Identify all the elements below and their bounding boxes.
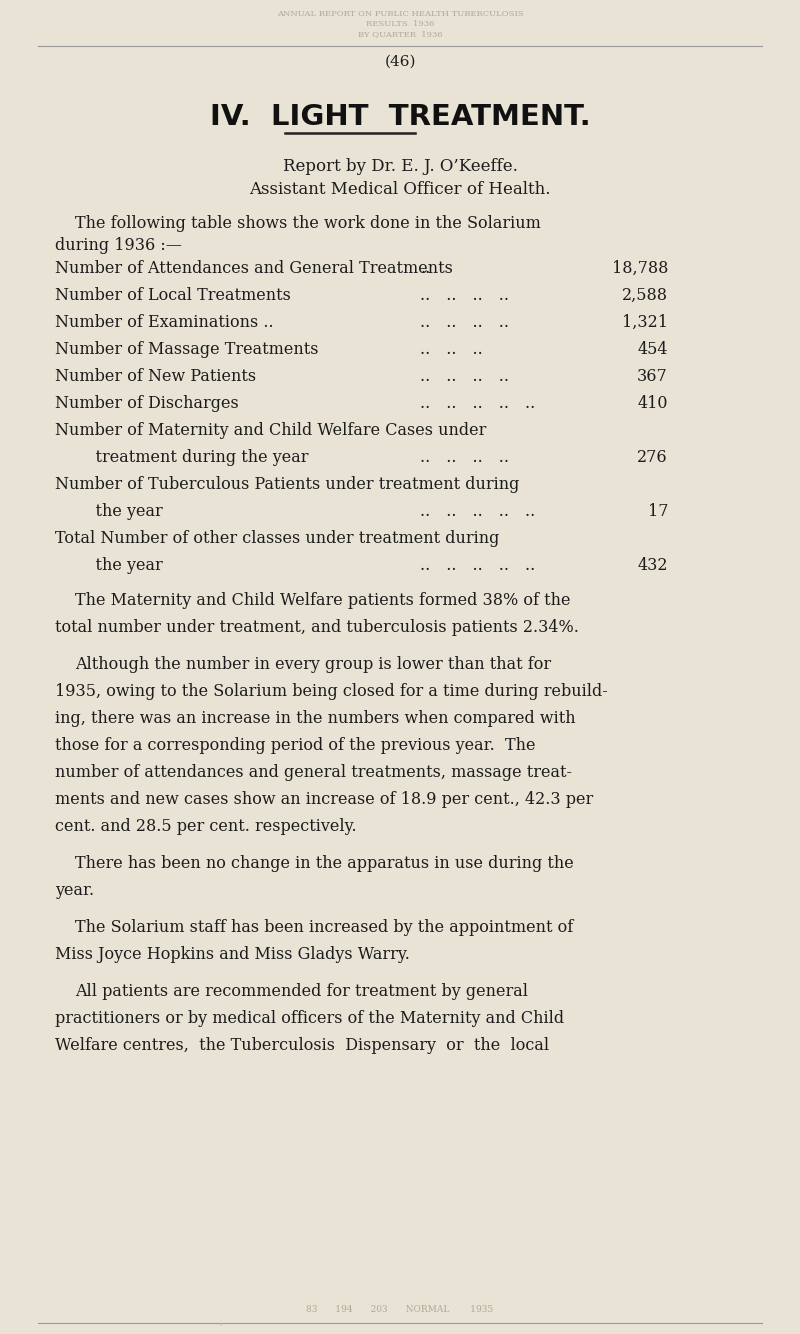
Text: ments and new cases show an increase of 18.9 per cent., 42.3 per: ments and new cases show an increase of … bbox=[55, 791, 594, 808]
Text: There has been no change in the apparatus in use during the: There has been no change in the apparatu… bbox=[75, 855, 574, 872]
Text: The Maternity and Child Welfare patients formed 38% of the: The Maternity and Child Welfare patients… bbox=[75, 592, 570, 610]
Text: 83  194  203  NORMAL   1935: 83 194 203 NORMAL 1935 bbox=[306, 1305, 494, 1314]
Text: total number under treatment, and tuberculosis patients 2.34%.: total number under treatment, and tuberc… bbox=[55, 619, 579, 636]
Text: ing, there was an increase in the numbers when compared with: ing, there was an increase in the number… bbox=[55, 710, 576, 727]
Text: ANNUAL REPORT ON PUBLIC HEALTH TUBERCULOSIS: ANNUAL REPORT ON PUBLIC HEALTH TUBERCULO… bbox=[277, 9, 523, 17]
Text: .. .. ..: .. .. .. bbox=[420, 342, 482, 358]
Text: Number of Maternity and Child Welfare Cases under: Number of Maternity and Child Welfare Ca… bbox=[55, 422, 486, 439]
Text: 367: 367 bbox=[638, 368, 668, 386]
Text: 454: 454 bbox=[638, 342, 668, 358]
Text: Number of Tuberculous Patients under treatment during: Number of Tuberculous Patients under tre… bbox=[55, 476, 519, 494]
Text: cent. and 28.5 per cent. respectively.: cent. and 28.5 per cent. respectively. bbox=[55, 818, 357, 835]
Text: 18,788: 18,788 bbox=[612, 260, 668, 277]
Text: Number of Local Treatments: Number of Local Treatments bbox=[55, 287, 291, 304]
Text: .. .. .. .. ..: .. .. .. .. .. bbox=[420, 558, 535, 574]
Text: 1935, owing to the Solarium being closed for a time during rebuild-: 1935, owing to the Solarium being closed… bbox=[55, 683, 608, 700]
Text: .. .. .. ..: .. .. .. .. bbox=[420, 287, 509, 304]
Text: RESULTS  1936: RESULTS 1936 bbox=[366, 20, 434, 28]
Text: Number of Attendances and General Treatments: Number of Attendances and General Treatm… bbox=[55, 260, 453, 277]
Text: .. .. .. ..: .. .. .. .. bbox=[420, 313, 509, 331]
Text: Welfare centres,  the Tuberculosis  Dispensary  or  the  local: Welfare centres, the Tuberculosis Dispen… bbox=[55, 1037, 549, 1054]
Text: The Solarium staff has been increased by the appointment of: The Solarium staff has been increased by… bbox=[75, 919, 574, 936]
Text: Number of Massage Treatments: Number of Massage Treatments bbox=[55, 342, 318, 358]
Text: Report by Dr. E. J. O’Keeffe.: Report by Dr. E. J. O’Keeffe. bbox=[282, 157, 518, 175]
Text: Although the number in every group is lower than that for: Although the number in every group is lo… bbox=[75, 656, 551, 672]
Text: Number of Examinations ..: Number of Examinations .. bbox=[55, 313, 274, 331]
Text: ,: , bbox=[220, 1315, 223, 1325]
Text: 432: 432 bbox=[638, 558, 668, 574]
Text: the year: the year bbox=[75, 503, 162, 520]
Text: those for a corresponding period of the previous year.  The: those for a corresponding period of the … bbox=[55, 736, 535, 754]
Text: All patients are recommended for treatment by general: All patients are recommended for treatme… bbox=[75, 983, 528, 1000]
Text: .. .. .. ..: .. .. .. .. bbox=[420, 368, 509, 386]
Text: year.: year. bbox=[55, 882, 94, 899]
Text: Total Number of other classes under treatment during: Total Number of other classes under trea… bbox=[55, 530, 499, 547]
Text: 410: 410 bbox=[638, 395, 668, 412]
Text: .. .. .. .. ..: .. .. .. .. .. bbox=[420, 395, 535, 412]
Text: .. .. .. .. ..: .. .. .. .. .. bbox=[420, 503, 535, 520]
Text: (46): (46) bbox=[384, 55, 416, 69]
Text: Miss Joyce Hopkins and Miss Gladys Warry.: Miss Joyce Hopkins and Miss Gladys Warry… bbox=[55, 946, 410, 963]
Text: Number of Discharges: Number of Discharges bbox=[55, 395, 238, 412]
Text: BY QUARTER  1936: BY QUARTER 1936 bbox=[358, 29, 442, 37]
Text: 1,321: 1,321 bbox=[622, 313, 668, 331]
Text: treatment during the year: treatment during the year bbox=[75, 450, 309, 466]
Text: number of attendances and general treatments, massage treat-: number of attendances and general treatm… bbox=[55, 764, 572, 780]
Text: 276: 276 bbox=[638, 450, 668, 466]
Text: .. .. .. ..: .. .. .. .. bbox=[420, 450, 509, 466]
Text: Assistant Medical Officer of Health.: Assistant Medical Officer of Health. bbox=[250, 181, 550, 197]
Text: 2,588: 2,588 bbox=[622, 287, 668, 304]
Text: practitioners or by medical officers of the Maternity and Child: practitioners or by medical officers of … bbox=[55, 1010, 564, 1027]
Text: The following table shows the work done in the Solarium: The following table shows the work done … bbox=[75, 215, 541, 232]
Text: during 1936 :—: during 1936 :— bbox=[55, 237, 182, 253]
Text: IV.  LIGHT  TREATMENT.: IV. LIGHT TREATMENT. bbox=[210, 103, 590, 131]
Text: ..: .. bbox=[420, 260, 430, 277]
Text: the year: the year bbox=[75, 558, 162, 574]
Text: Number of New Patients: Number of New Patients bbox=[55, 368, 256, 386]
Text: 17: 17 bbox=[647, 503, 668, 520]
